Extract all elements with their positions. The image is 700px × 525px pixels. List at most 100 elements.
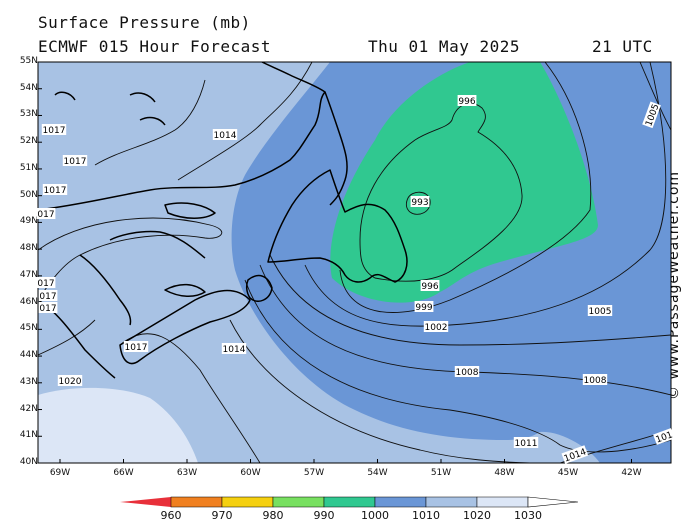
isobar-label: 1005 <box>587 305 613 317</box>
coastline-labrador-east <box>324 91 348 206</box>
svg-text:996: 996 <box>458 97 475 107</box>
svg-text:1008: 1008 <box>584 376 607 386</box>
longitude-ticks <box>59 459 632 463</box>
coastline-capebreton <box>245 274 273 302</box>
latitude-label: 42N <box>19 403 38 414</box>
longitude-label: 48W <box>494 468 515 478</box>
isobar-label: 1020 <box>57 375 83 387</box>
isobar-label: 1008 <box>582 374 608 386</box>
map-border <box>37 61 672 464</box>
svg-text:1011: 1011 <box>515 439 538 449</box>
isobar-label: 1014 <box>221 343 247 355</box>
svg-text:999: 999 <box>415 303 432 313</box>
coastline-novascotia <box>119 289 251 365</box>
isobar-1005 <box>269 254 671 346</box>
colorbar-label: 970 <box>211 509 233 522</box>
colorbar-swatch <box>476 496 529 508</box>
svg-text:017: 017 <box>37 279 54 289</box>
isobar-label: 1017 <box>51 156 74 166</box>
svg-text:017: 017 <box>39 304 56 314</box>
svg-text:1017: 1017 <box>44 186 67 196</box>
longitude-label: 60W <box>240 468 261 478</box>
pressure-band-990-1000 <box>330 62 598 303</box>
isobar-1017-south <box>119 333 261 463</box>
svg-text:1017: 1017 <box>125 343 148 353</box>
isobar-label: 017 <box>38 302 58 314</box>
isobar-label: 1011 <box>513 437 539 449</box>
pressure-band-1020-1030 <box>38 387 198 463</box>
isobar-993 <box>405 191 431 215</box>
isobar-label: 993 <box>410 196 430 208</box>
svg-text:1014: 1014 <box>223 345 246 355</box>
isobar-label: 1017 <box>62 155 88 167</box>
colorbar-label: 980 <box>262 509 284 522</box>
colorbar-swatch <box>425 496 478 508</box>
svg-text:993: 993 <box>411 198 428 208</box>
colorbar-label: 1030 <box>514 509 542 522</box>
isobars <box>38 62 671 463</box>
longitude-label: 66W <box>113 468 134 478</box>
isobar-label: 017 <box>38 290 58 302</box>
isobar-label: 1017 <box>123 341 149 353</box>
colorbar-label: 1000 <box>361 509 389 522</box>
isobar-label: 1014 <box>212 129 238 141</box>
forecast-date: Thu 01 May 2025 <box>368 37 520 56</box>
isobar-1011 <box>244 279 671 453</box>
latitude-label: 46N <box>19 296 38 307</box>
longitude-label: 51W <box>430 468 452 478</box>
latitude-label: 54N <box>19 82 38 93</box>
isobar-label: 999 <box>414 301 434 313</box>
svg-text:1020: 1020 <box>59 377 82 387</box>
isobar-996 <box>359 102 523 282</box>
isobar-1017-west <box>38 217 223 301</box>
svg-text:1005: 1005 <box>589 307 612 317</box>
isobar-1014-south <box>229 319 531 463</box>
coastline-gaspe <box>109 230 206 259</box>
colorbar-swatch <box>170 496 223 508</box>
colorbar-swatch <box>374 496 427 508</box>
isobar-label: 017 <box>36 277 56 289</box>
isobar-label: 1002 <box>423 321 449 333</box>
isobar-1017-north <box>94 79 206 166</box>
latitude-label: 49N <box>19 216 38 227</box>
latitude-label: 51N <box>19 162 38 173</box>
latitude-label: 44N <box>19 350 38 361</box>
isobar-label: 996 <box>457 95 477 107</box>
colorbar <box>120 496 579 508</box>
colorbar-swatch <box>272 496 325 508</box>
colorbar-swatch <box>221 496 274 508</box>
longitude-label: 42W <box>621 468 642 478</box>
longitude-label: 45W <box>557 468 579 478</box>
svg-text:1014: 1014 <box>214 131 237 141</box>
isobar-label: 1017 <box>42 184 68 196</box>
longitude-label: 57W <box>303 468 325 478</box>
svg-text:017: 017 <box>37 210 54 220</box>
svg-text:996: 996 <box>421 282 438 292</box>
colorbar-label: 990 <box>313 509 335 522</box>
latitude-label: 40N <box>19 457 38 467</box>
colorbar-label: 960 <box>160 509 182 522</box>
colorbar-label: 1010 <box>412 509 440 522</box>
svg-text:1008: 1008 <box>456 368 479 378</box>
svg-text:017: 017 <box>39 292 56 302</box>
latitude-label: 50N <box>19 189 38 200</box>
colorbar-swatch-below-960 <box>120 497 171 507</box>
isobar-labels: 9969939969991002100510051008100810111014… <box>36 95 675 465</box>
coastline-quebec-labrador <box>38 62 326 211</box>
isobar-1014 <box>177 62 313 181</box>
svg-text:1017: 1017 <box>43 126 66 136</box>
isobar-label: 996 <box>420 280 440 292</box>
latitude-label: 48N <box>19 243 38 254</box>
coastlines <box>38 62 408 379</box>
isobar-1005-east <box>639 62 671 131</box>
isobar-1002 <box>304 62 667 327</box>
forecast-time: 21 UTC <box>592 37 653 56</box>
map-title: Surface Pressure (mb) <box>38 13 251 32</box>
longitude-label: 69W <box>49 468 71 478</box>
latitude-label: 52N <box>19 136 38 147</box>
svg-text:1017: 1017 <box>64 157 87 167</box>
latitude-label: 53N <box>19 109 38 120</box>
isobar-label: 017 <box>36 208 56 220</box>
latitude-label: 55N <box>19 56 38 66</box>
